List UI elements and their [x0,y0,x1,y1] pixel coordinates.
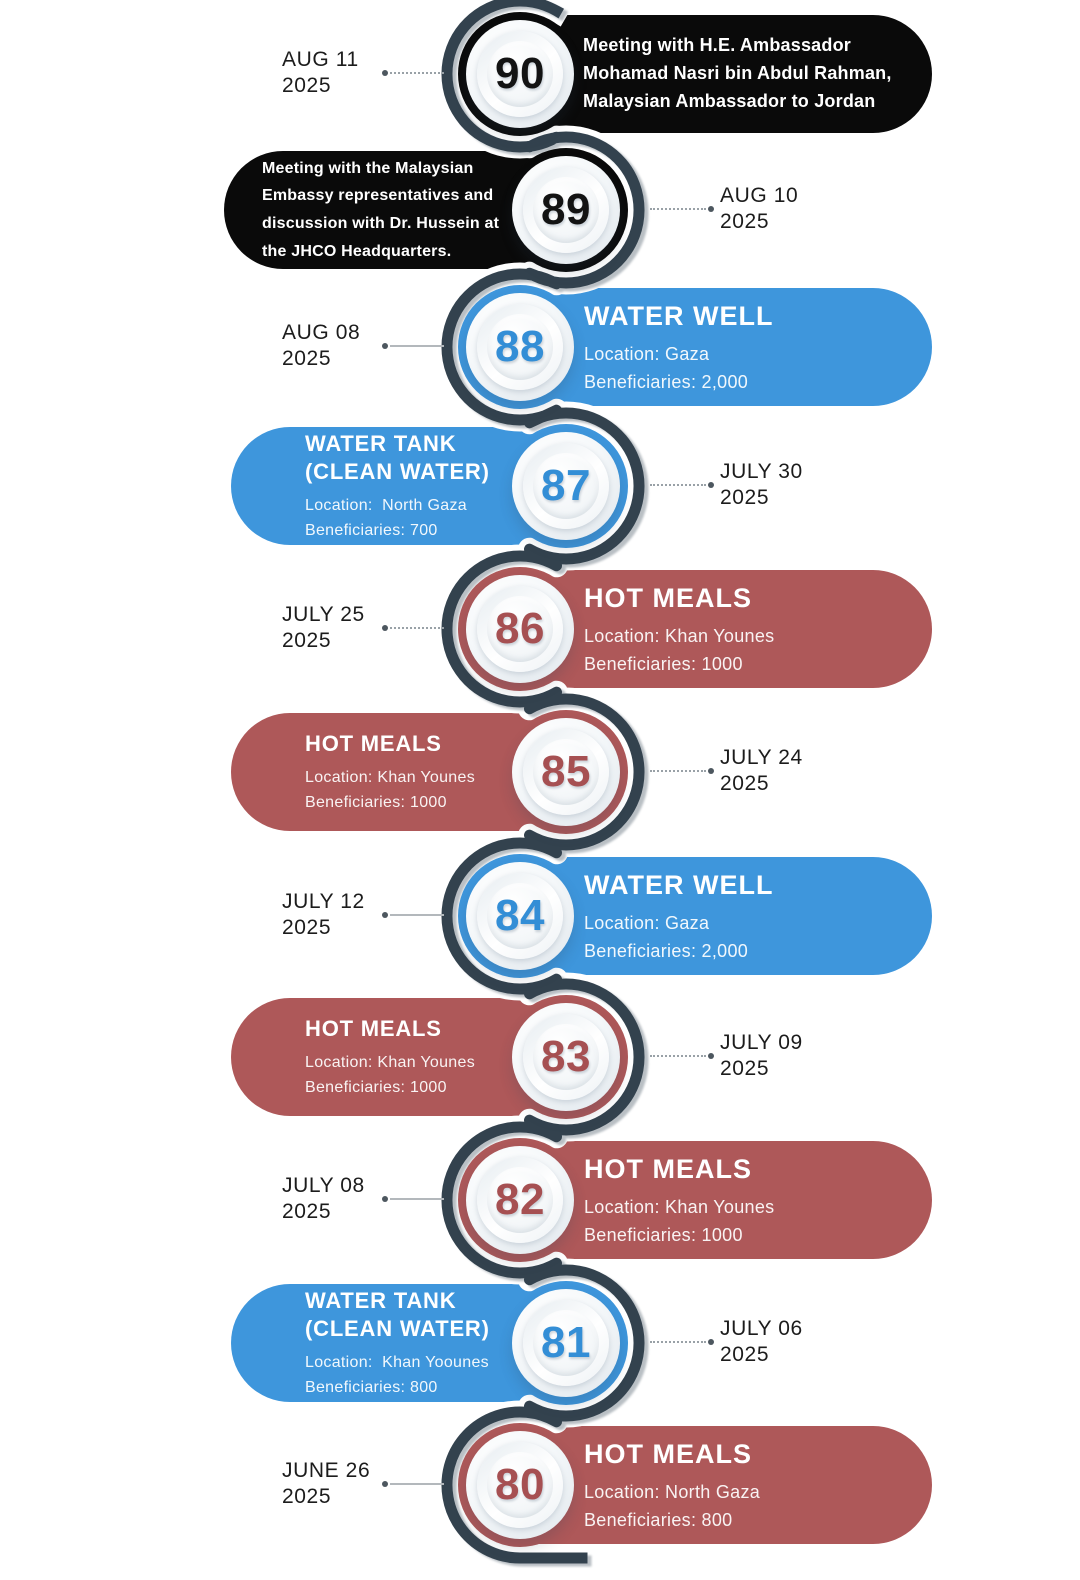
event-beneficiaries: Beneficiaries: 800 [584,1509,733,1530]
date-label: JULY 09 2025 [720,1031,803,1081]
event-beneficiaries: Beneficiaries: 1000 [584,653,743,674]
milestone-badge: 84 [458,854,582,978]
date-connector-line [382,70,444,76]
date-connector-line [382,912,444,918]
milestone-number: 84 [495,891,545,940]
milestone-number: 81 [541,1318,591,1367]
milestone-badge: 88 [458,285,582,409]
event-beneficiaries: Beneficiaries: 1000 [305,793,447,811]
date-connector-line [382,625,444,631]
timeline-row-85: JULY 24 2025 HOT MEALS Location: Khan Yo… [0,710,1080,834]
event-title: WATER TANK (CLEAN WATER) [305,430,490,484]
date-label: AUG 11 2025 [282,48,359,98]
date-label: JULY 06 2025 [720,1317,803,1367]
date-connector-line [382,1196,444,1202]
milestone-badge: 87 [504,424,628,548]
event-title: HOT MEALS [305,730,442,756]
milestone-badge: 83 [504,995,628,1119]
date-connector-line [650,1053,714,1059]
date-connector-line [650,206,714,212]
milestone-number: 83 [541,1032,591,1081]
date-label: JULY 30 2025 [720,460,803,510]
timeline-row-80: JUNE 26 2025 HOT MEALS Location: North G… [0,1423,1080,1547]
timeline-row-87: JULY 30 2025 WATER TANK (CLEAN WATER) Lo… [0,424,1080,548]
date-connector-line [650,482,714,488]
milestone-badge: 80 [458,1423,582,1547]
event-title: HOT MEALS [584,582,752,613]
milestone-number: 90 [495,49,545,98]
milestone-badge: 81 [504,1281,628,1405]
date-connector-line [650,768,714,774]
date-label: JULY 24 2025 [720,746,803,796]
event-beneficiaries: Beneficiaries: 1000 [584,1224,743,1245]
timeline-row-81: JULY 06 2025 WATER TANK (CLEAN WATER) Lo… [0,1281,1080,1405]
event-title: WATER WELL [584,300,774,331]
timeline-row-88: AUG 08 2025 WATER WELL Location: Gaza Be… [0,285,1080,409]
timeline-row-84: JULY 12 2025 WATER WELL Location: Gaza B… [0,854,1080,978]
date-connector-line [382,1481,444,1487]
milestone-badge: 86 [458,567,582,691]
timeline-row-86: JULY 25 2025 HOT MEALS Location: Khan Yo… [0,567,1080,691]
timeline-row-89: AUG 10 2025 Meeting with the Malaysian E… [0,148,1080,272]
event-location: Location: Khan Younes [584,1197,775,1218]
milestone-badge: 90 [458,12,582,136]
event-description: Meeting with the Malaysian Embassy repre… [262,159,500,260]
date-label: AUG 10 2025 [720,184,799,234]
date-label: JUNE 26 2025 [282,1459,371,1509]
timeline-row-82: JULY 08 2025 HOT MEALS Location: Khan Yo… [0,1138,1080,1262]
timeline-row-90: AUG 11 2025 Meeting with H.E. Ambassador… [0,12,1080,136]
date-label: JULY 08 2025 [282,1174,365,1224]
milestone-number: 89 [541,185,591,234]
event-beneficiaries: Beneficiaries: 1000 [305,1078,447,1096]
milestone-badge: 85 [504,710,628,834]
event-title: WATER WELL [584,869,774,900]
event-location: Location: North Gaza [584,1482,761,1503]
event-location: Location: Khan Younes [305,768,476,786]
event-title: HOT MEALS [584,1438,752,1469]
event-beneficiaries: Beneficiaries: 2,000 [584,371,749,392]
event-location: Location: North Gaza [305,496,467,514]
event-beneficiaries: Beneficiaries: 700 [305,521,438,539]
event-location: Location: Gaza [584,913,710,934]
timeline-row-83: JULY 09 2025 HOT MEALS Location: Khan Yo… [0,995,1080,1119]
event-title: HOT MEALS [305,1015,442,1041]
event-title: HOT MEALS [584,1153,752,1184]
event-location: Location: Khan Younes [305,1053,476,1071]
date-label: JULY 12 2025 [282,890,365,940]
milestone-number: 80 [495,1460,545,1509]
event-location: Location: Gaza [584,344,710,365]
event-location: Location: Khan Yoounes [305,1353,489,1371]
event-description: Meeting with H.E. Ambassador Mohamad Nas… [583,35,892,111]
milestone-badge: 82 [458,1138,582,1262]
event-beneficiaries: Beneficiaries: 800 [305,1378,438,1396]
date-label: JULY 25 2025 [282,603,365,653]
event-beneficiaries: Beneficiaries: 2,000 [584,940,749,961]
milestone-number: 85 [541,747,591,796]
milestone-number: 88 [495,322,545,371]
milestone-number: 86 [495,604,545,653]
event-title: WATER TANK (CLEAN WATER) [305,1287,490,1341]
date-connector-line [382,343,444,349]
date-label: AUG 08 2025 [282,321,361,371]
milestone-badge: 89 [504,148,628,272]
milestone-number: 87 [541,461,591,510]
milestone-number: 82 [495,1175,545,1224]
event-location: Location: Khan Younes [584,626,775,647]
date-connector-line [650,1339,714,1345]
